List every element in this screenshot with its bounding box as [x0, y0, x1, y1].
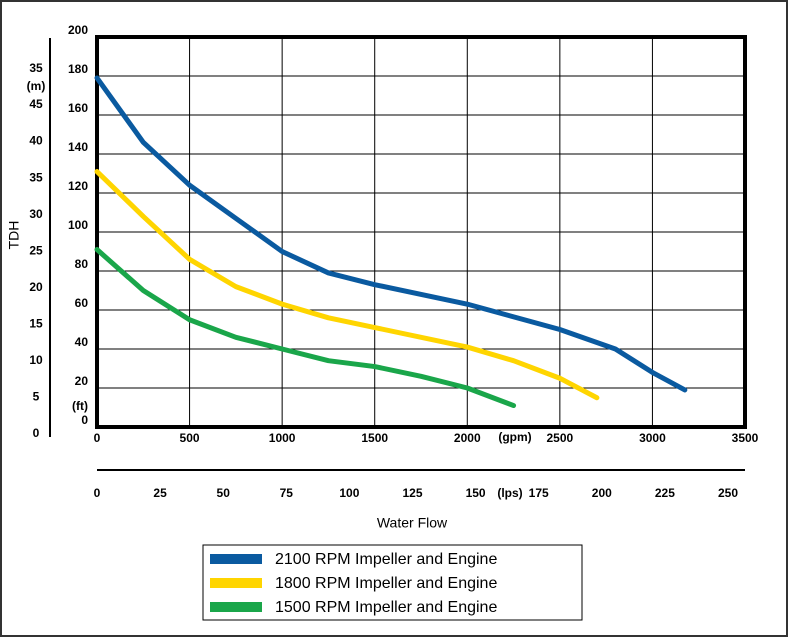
y2-unit: (m): [27, 79, 46, 93]
x2-tick-label: 0: [94, 486, 101, 500]
legend-label: 1800 RPM Impeller and Engine: [275, 575, 497, 592]
x2-tick-label: 175: [529, 486, 549, 500]
y2-tick-label: 15: [29, 317, 43, 331]
series-line: [94, 75, 688, 393]
y-tick-label: 40: [75, 335, 89, 349]
y-axis-title: TDH: [6, 221, 22, 250]
y2-tick-label: 45: [29, 97, 43, 111]
y-tick-label: 80: [75, 257, 89, 271]
x-axis-title: Water Flow: [377, 515, 448, 531]
y2-tick-label: 40: [29, 134, 43, 148]
y-tick-label: 100: [68, 218, 88, 232]
x2-tick-label: 150: [466, 486, 486, 500]
y-tick-label: 160: [68, 101, 88, 115]
x-tick-label: 3500: [732, 431, 759, 445]
x-unit: (gpm): [498, 430, 531, 444]
y-tick-label: 180: [68, 62, 88, 76]
legend-swatch: [210, 578, 262, 588]
legend-label: 2100 RPM Impeller and Engine: [275, 551, 497, 568]
series-line: [94, 169, 600, 401]
y-tick-label: 20: [75, 374, 89, 388]
y-unit: (ft): [72, 399, 88, 413]
x2-unit: (lps): [497, 486, 522, 500]
y2-tick-label: 30: [29, 207, 43, 221]
x-tick-label: 1500: [361, 431, 388, 445]
y-tick-label: 0: [81, 413, 88, 427]
x2-tick-label: 75: [280, 486, 294, 500]
y2-tick-label: 5: [33, 390, 40, 404]
y2-top-label: 35: [29, 61, 43, 75]
y2-tick-label: 10: [29, 353, 43, 367]
series-line: [94, 247, 517, 409]
y-tick-label: 60: [75, 296, 89, 310]
x-tick-label: 3000: [639, 431, 666, 445]
legend: [202, 544, 583, 621]
y-tick-label: 120: [68, 179, 88, 193]
y-tick-label: 200: [68, 23, 88, 37]
y-tick-label: 140: [68, 140, 88, 154]
x-tick-label: 1000: [269, 431, 296, 445]
x2-tick-label: 225: [655, 486, 675, 500]
x2-tick-label: 50: [217, 486, 231, 500]
y2-tick-label: 25: [29, 243, 43, 257]
x-tick-label: 0: [94, 431, 101, 445]
legend-swatch: [210, 602, 262, 612]
y2-tick-label: 0: [33, 426, 40, 440]
x-tick-label: 2000: [454, 431, 481, 445]
legend-swatch: [210, 554, 262, 564]
y2-tick-label: 35: [29, 170, 43, 184]
x2-tick-label: 125: [402, 486, 422, 500]
legend-label: 1500 RPM Impeller and Engine: [275, 599, 497, 616]
x2-tick-label: 200: [592, 486, 612, 500]
y2-tick-label: 20: [29, 280, 43, 294]
x-tick-label: 500: [180, 431, 200, 445]
x2-tick-label: 25: [153, 486, 167, 500]
x2-tick-label: 100: [339, 486, 359, 500]
plot-frame: [95, 35, 747, 429]
x-tick-label: 2500: [547, 431, 574, 445]
x2-tick-label: 250: [718, 486, 738, 500]
